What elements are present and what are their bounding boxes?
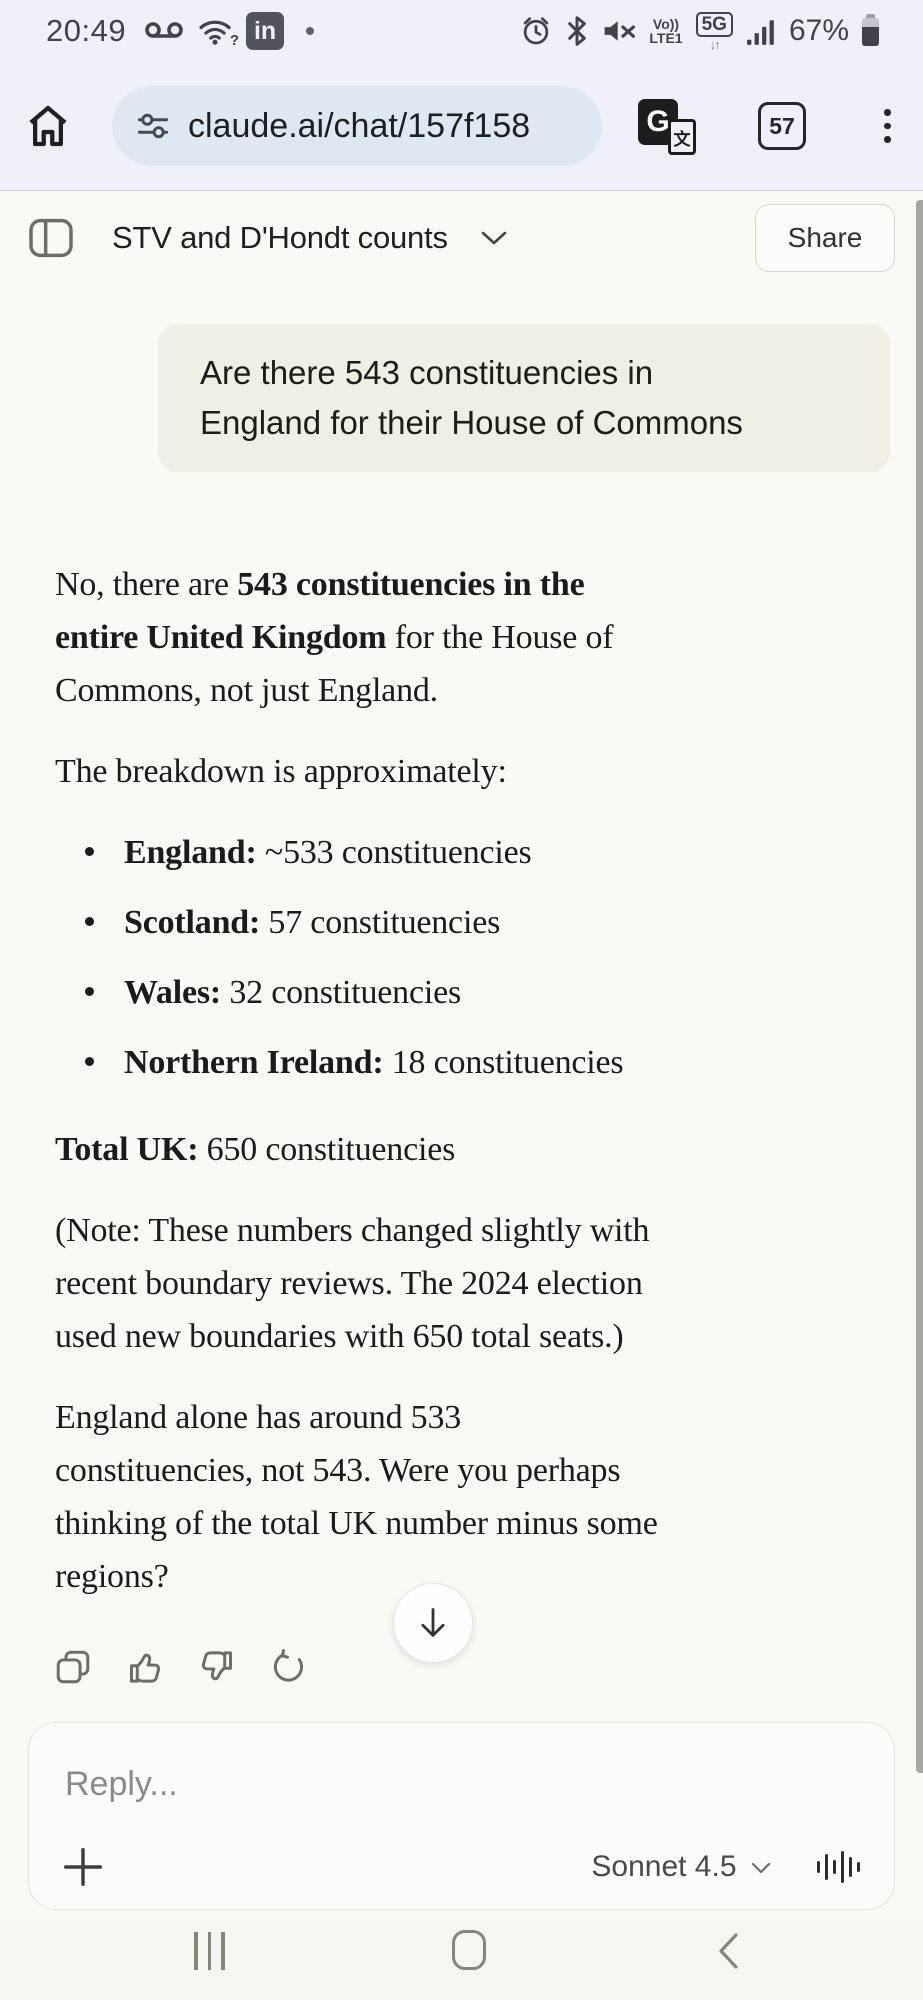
- assistant-paragraph: England alone has around 533 constituenci…: [55, 1399, 658, 1595]
- user-message-line: Are there 543 constituencies in: [200, 354, 654, 391]
- user-message-line: England for their House of Commons: [200, 404, 743, 441]
- alarm-icon: [520, 15, 552, 47]
- assistant-list-item: Wales: 32 constituencies: [55, 966, 873, 1019]
- assistant-paragraph: No, there are 543 constituencies in the e…: [55, 566, 614, 709]
- tab-switcher[interactable]: 57: [758, 102, 806, 150]
- reply-composer: Reply... Sonnet 4.5: [28, 1722, 895, 1910]
- thumbs-down-icon[interactable]: [199, 1649, 235, 1685]
- status-bar: 20:49 ? in Vo)) LTE1 5G ↓↑: [0, 0, 923, 62]
- assistant-paragraph: (Note: These numbers changed slightly wi…: [55, 1212, 650, 1355]
- translate-icon[interactable]: G 文: [638, 97, 696, 155]
- android-nav-bar: [0, 1920, 923, 2000]
- recents-icon[interactable]: [194, 1932, 225, 1970]
- chevron-down-icon[interactable]: [480, 229, 508, 247]
- user-message: Are there 543 constituencies in England f…: [158, 324, 890, 472]
- retry-icon[interactable]: [271, 1649, 307, 1685]
- home-icon[interactable]: [452, 1930, 486, 1970]
- home-icon[interactable]: [24, 102, 72, 150]
- sidebar-toggle-icon[interactable]: [28, 218, 74, 258]
- scrollbar-thumb[interactable]: [916, 200, 923, 1773]
- assistant-message: No, there are 543 constituencies in the e…: [55, 558, 873, 1603]
- voice-waveform-icon[interactable]: [816, 1851, 860, 1883]
- copy-icon[interactable]: [55, 1649, 91, 1685]
- assistant-paragraph: Total UK: 650 constituencies: [55, 1131, 456, 1168]
- chat-header: STV and D'Hondt counts Share: [0, 192, 923, 284]
- bullet-icon: [85, 1057, 94, 1066]
- reply-input[interactable]: Reply...: [65, 1765, 178, 1803]
- wifi-icon: ?: [198, 17, 239, 49]
- plus-icon[interactable]: [61, 1845, 105, 1889]
- battery-percent: 67%: [788, 14, 849, 47]
- assistant-list: England: ~533 constituencies Scotland: 57…: [55, 826, 873, 1089]
- browser-toolbar: claude.ai/chat/157f158 G 文 57: [0, 62, 923, 191]
- assistant-list-item: Northern Ireland: 18 constituencies: [55, 1036, 873, 1089]
- notification-dot: [306, 27, 315, 35]
- volte-indicator: Vo)) LTE1: [649, 16, 683, 46]
- network-5g-badge: 5G ↓↑: [695, 11, 733, 51]
- assistant-list-item: England: ~533 constituencies: [55, 826, 873, 879]
- voicemail-icon: [144, 18, 184, 44]
- claude-chat-page: STV and D'Hondt counts Share Are there 5…: [0, 192, 923, 1920]
- back-icon[interactable]: [714, 1931, 740, 1971]
- bullet-icon: [85, 987, 94, 996]
- bullet-icon: [85, 847, 94, 856]
- bluetooth-icon: [565, 15, 589, 47]
- signal-icon: [746, 16, 776, 46]
- model-selector[interactable]: Sonnet 4.5: [591, 1850, 770, 1884]
- composer-toolbar: Sonnet 4.5: [61, 1841, 860, 1893]
- assistant-list-item: Scotland: 57 constituencies: [55, 896, 873, 949]
- chat-title[interactable]: STV and D'Hondt counts: [112, 220, 448, 255]
- battery-icon: [862, 14, 879, 48]
- message-actions: [55, 1649, 923, 1685]
- model-name: Sonnet 4.5: [591, 1850, 737, 1883]
- clock: 20:49: [46, 13, 127, 48]
- mute-icon: [602, 16, 636, 46]
- linkedin-icon: in: [246, 12, 285, 50]
- assistant-paragraph: The breakdown is approximately:: [55, 753, 507, 790]
- browser-menu-icon[interactable]: [884, 109, 891, 143]
- arrow-down-icon: [417, 1605, 449, 1641]
- scroll-to-bottom-button[interactable]: [393, 1583, 473, 1663]
- tab-count: 57: [769, 112, 795, 139]
- share-button[interactable]: Share: [755, 204, 895, 272]
- url-bar[interactable]: claude.ai/chat/157f158: [112, 86, 602, 166]
- url-text[interactable]: claude.ai/chat/157f158: [188, 106, 531, 145]
- thumbs-up-icon[interactable]: [127, 1649, 163, 1685]
- site-settings-icon[interactable]: [136, 109, 170, 143]
- bullet-icon: [85, 917, 94, 926]
